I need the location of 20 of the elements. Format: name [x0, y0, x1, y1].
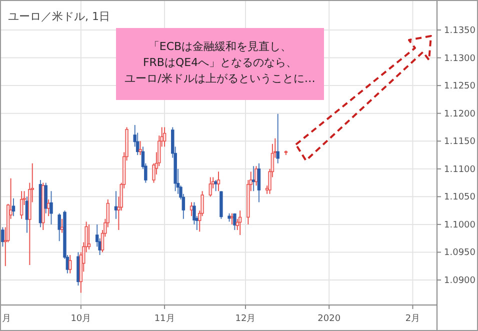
annotation: FRBはQE4へ」となるのなら、: [142, 56, 298, 69]
y-tick-label: 1.1100: [444, 164, 476, 175]
y-tick-label: 1.0950: [444, 248, 476, 258]
y-tick-label: 1.0900: [444, 276, 476, 286]
y-tick-label: 1.1200: [444, 109, 476, 120]
y-tick-label: 1.1300: [444, 54, 476, 64]
y-tick-label: 1.1150: [444, 137, 476, 148]
y-tick-label: 1.1350: [444, 26, 476, 36]
x-tick-label: 12月: [235, 314, 256, 324]
x-tick-label: 11月: [154, 314, 175, 324]
text: ユーロ／米ドル, 1日: [8, 10, 110, 23]
x-tick-label: 月: [2, 314, 11, 324]
annotation: 「ECBは金融緩和を見直し、: [148, 40, 292, 53]
y-tick-label: 1.1000: [444, 220, 476, 230]
x-tick-label: 2020: [318, 314, 341, 324]
x-tick-label: 10月: [70, 314, 92, 324]
y-tick-label: 1.1050: [444, 192, 476, 203]
y-tick-label: 1.1250: [444, 82, 476, 92]
annotation: ユーロ/米ドルは上がるということに…: [124, 72, 316, 85]
x-tick-label: 2月: [405, 314, 420, 324]
